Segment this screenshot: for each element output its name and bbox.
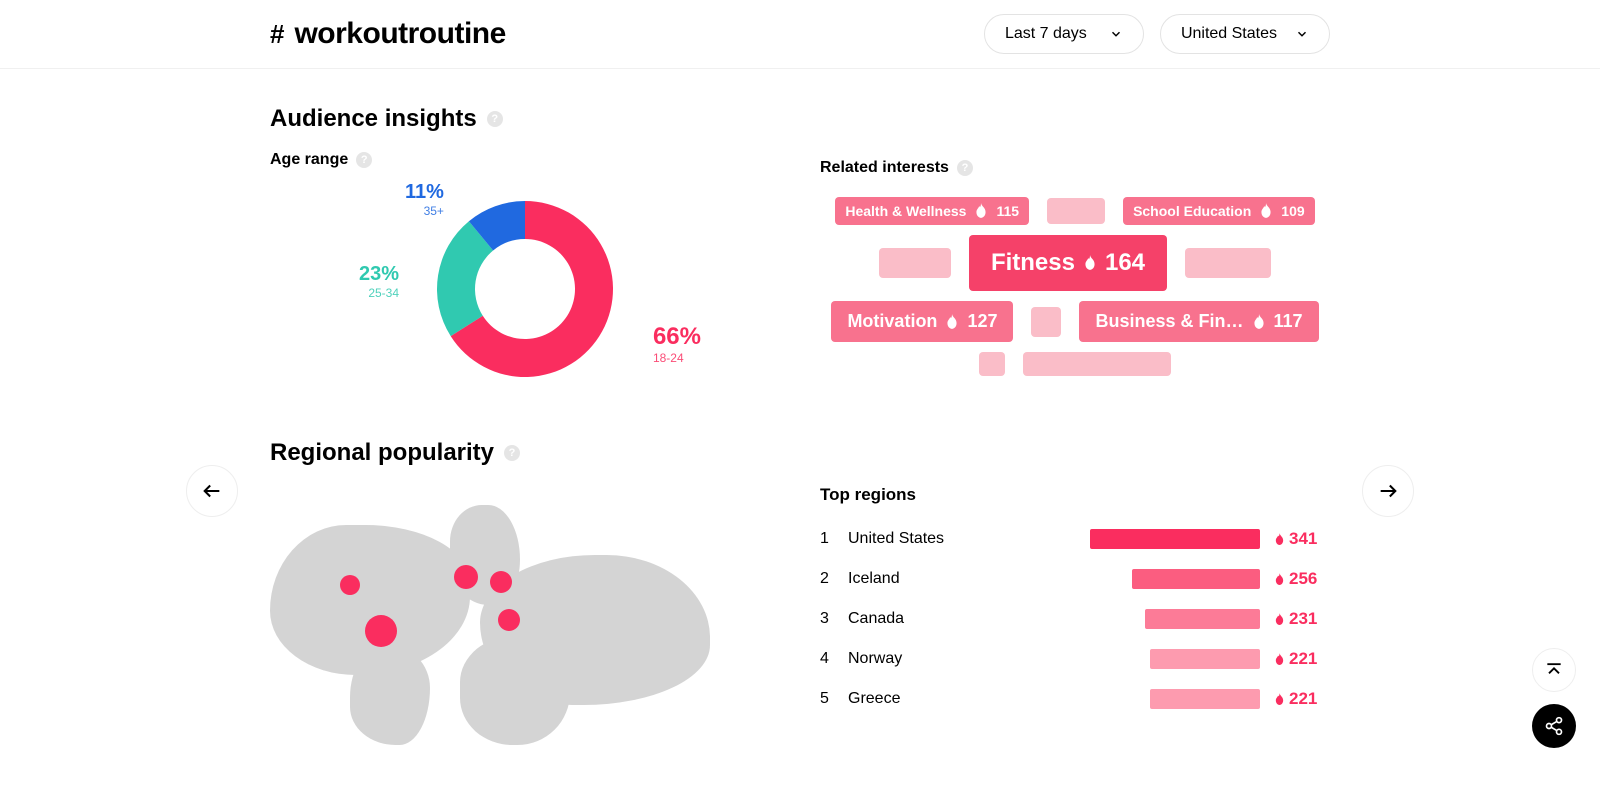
interest-pill[interactable]: Health & Wellness115: [835, 197, 1029, 225]
map-hotspot[interactable]: [498, 609, 520, 631]
map-hotspot[interactable]: [490, 571, 512, 593]
interest-pill-empty: [1023, 352, 1171, 376]
arrow-left-icon: [201, 480, 223, 502]
region-value: 221: [1274, 689, 1330, 709]
help-icon[interactable]: ?: [487, 111, 503, 127]
hash-symbol: #: [270, 19, 284, 50]
region-row[interactable]: 5 Greece 221: [820, 689, 1330, 709]
related-interests-panel: Related interests ? Health & Wellness115…: [820, 159, 1330, 376]
date-range-label: Last 7 days: [1005, 25, 1087, 43]
region-rank: 5: [820, 690, 834, 708]
help-icon[interactable]: ?: [356, 152, 372, 168]
help-icon[interactable]: ?: [504, 445, 520, 461]
interest-pill-empty: [879, 248, 951, 278]
region-bar: [1102, 569, 1260, 589]
interest-pill-empty: [979, 352, 1005, 376]
region-bar: [1102, 529, 1260, 549]
map-hotspot[interactable]: [365, 615, 397, 647]
chevron-down-icon: [1109, 27, 1123, 41]
donut-slice-label: 66%18-24: [653, 323, 701, 365]
region-row[interactable]: 2 Iceland 256: [820, 569, 1330, 589]
interest-row: Fitness164: [879, 235, 1271, 291]
interest-row: Health & Wellness115 School Education109: [835, 197, 1314, 225]
map-landmass: [460, 635, 570, 745]
interest-cloud: Health & Wellness115 School Education109 F…: [820, 197, 1330, 376]
world-map[interactable]: [270, 495, 780, 745]
region-rank: 4: [820, 650, 834, 668]
filter-controls: Last 7 days United States: [984, 14, 1330, 54]
region-row[interactable]: 3 Canada 231: [820, 609, 1330, 629]
chevron-down-icon: [1295, 27, 1309, 41]
region-bar: [1102, 649, 1260, 669]
region-name: Canada: [848, 610, 1088, 628]
interest-pill-empty: [1047, 198, 1105, 224]
content-area: Audience insights ? Age range ? 66%18-24…: [0, 105, 1600, 785]
next-button[interactable]: [1362, 465, 1414, 517]
help-icon[interactable]: ?: [957, 160, 973, 176]
date-range-select[interactable]: Last 7 days: [984, 14, 1144, 54]
prev-button[interactable]: [186, 465, 238, 517]
interest-pill[interactable]: Motivation127: [831, 301, 1013, 342]
audience-insights-title: Audience insights ?: [270, 105, 1330, 133]
region-name: Greece: [848, 690, 1088, 708]
region-rank: 3: [820, 610, 834, 628]
region-rank: 2: [820, 570, 834, 588]
region-value: 221: [1274, 649, 1330, 669]
header-bar: # workoutroutine Last 7 days United Stat…: [0, 0, 1600, 69]
scroll-top-button[interactable]: [1532, 648, 1576, 692]
top-regions-panel: Top regions 1 United States 341 2 Iceland 2…: [820, 485, 1330, 729]
region-rank: 1: [820, 530, 834, 548]
page-title: # workoutroutine: [270, 17, 506, 51]
age-range-title: Age range ?: [270, 151, 780, 169]
regional-popularity-title: Regional popularity ?: [270, 439, 1330, 467]
age-donut-chart: 66%18-24 23%25-34 11%35+: [270, 179, 780, 399]
region-select-label: United States: [1181, 25, 1277, 43]
donut-slice-label: 23%25-34: [359, 263, 399, 300]
age-range-label: Age range: [270, 151, 348, 169]
map-hotspot[interactable]: [340, 575, 360, 595]
region-select[interactable]: United States: [1160, 14, 1330, 54]
scroll-top-icon: [1544, 660, 1564, 680]
region-value: 231: [1274, 609, 1330, 629]
region-bar: [1102, 609, 1260, 629]
map-landmass: [350, 645, 430, 745]
region-name: United States: [848, 530, 1088, 548]
region-row[interactable]: 1 United States 341: [820, 529, 1330, 549]
donut-slice-label: 11%35+: [405, 181, 444, 218]
regional-section: Regional popularity ? Top regions 1 Unite…: [270, 439, 1330, 745]
interest-pill[interactable]: Business & Fin…117: [1079, 301, 1318, 342]
interest-pill[interactable]: Fitness164: [969, 235, 1167, 291]
audience-insights-label: Audience insights: [270, 105, 477, 133]
related-interests-title: Related interests ?: [820, 159, 1330, 177]
region-value: 341: [1274, 529, 1330, 549]
share-button[interactable]: [1532, 704, 1576, 748]
region-bar: [1102, 689, 1260, 709]
regional-popularity-label: Regional popularity: [270, 439, 494, 467]
region-name: Norway: [848, 650, 1088, 668]
interest-pill-empty: [1031, 307, 1061, 337]
region-row[interactable]: 4 Norway 221: [820, 649, 1330, 669]
age-range-panel: Age range ? 66%18-24 23%25-34 11%35+: [270, 151, 780, 399]
hashtag-title: workoutroutine: [294, 17, 505, 51]
interest-row: Motivation127 Business & Fin…117: [831, 301, 1318, 342]
arrow-right-icon: [1377, 480, 1399, 502]
share-icon: [1544, 716, 1564, 736]
interest-pill-empty: [1185, 248, 1271, 278]
interest-row: [979, 352, 1171, 376]
map-hotspot[interactable]: [454, 565, 478, 589]
region-value: 256: [1274, 569, 1330, 589]
region-name: Iceland: [848, 570, 1088, 588]
top-regions-list: 1 United States 341 2 Iceland 256 3 Canada 23…: [820, 529, 1330, 709]
interest-pill[interactable]: School Education109: [1123, 197, 1315, 225]
related-interests-label: Related interests: [820, 159, 949, 177]
top-regions-title: Top regions: [820, 485, 1330, 505]
